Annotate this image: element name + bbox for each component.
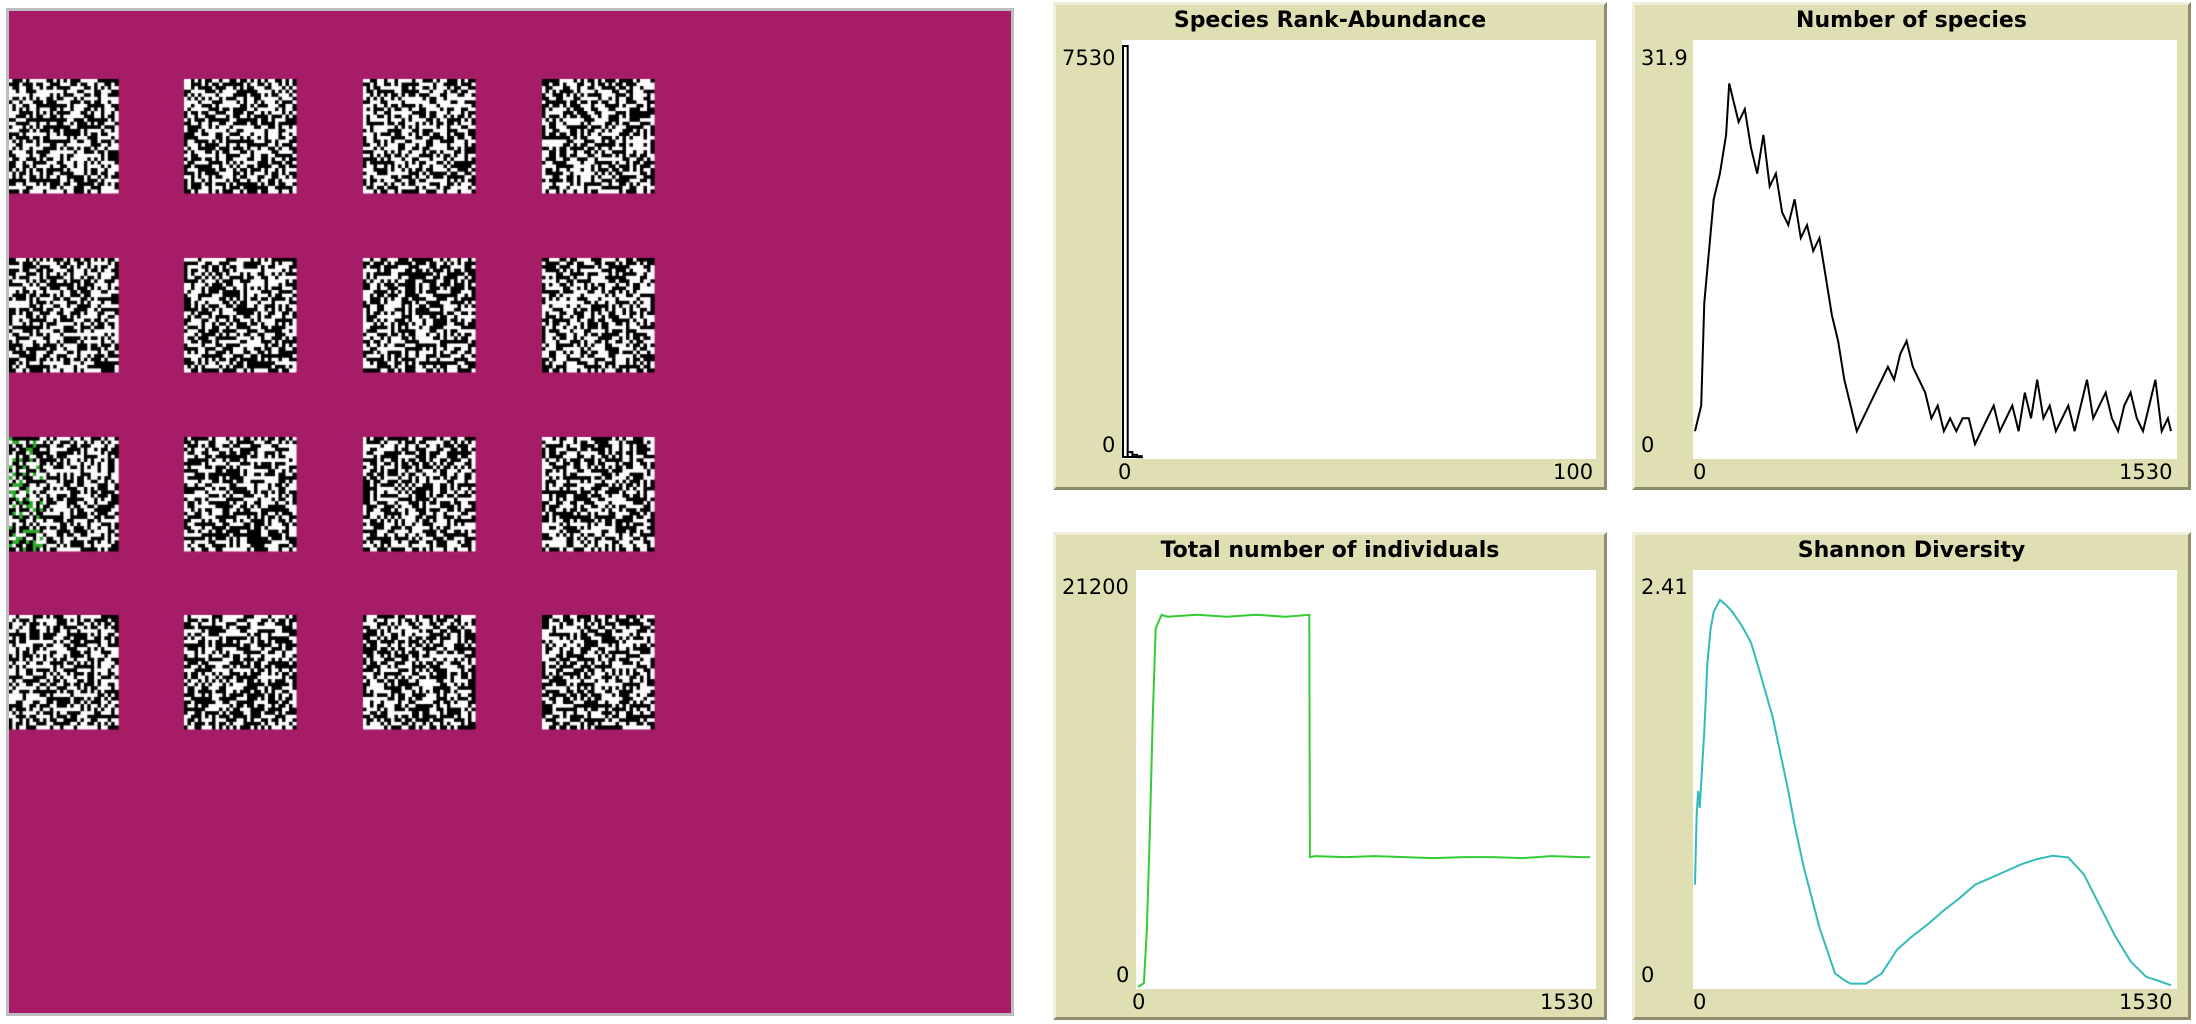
y-axis-min-label: 0 (1641, 963, 1655, 987)
y-axis-max-label: 7530 (1062, 46, 1116, 70)
plot-title: Shannon Diversity (1797, 538, 2026, 563)
plot-title: Species Rank-Abundance (1173, 8, 1487, 33)
species-count-line (1694, 83, 2172, 448)
x-axis-max-label: 100 (1553, 460, 1594, 484)
y-axis-max-label: 21200 (1062, 575, 1129, 599)
plot-area (1693, 570, 2177, 989)
plot-area (1136, 570, 1596, 989)
x-axis-max-label: 1530 (2119, 460, 2173, 484)
world-view[interactable] (6, 8, 1014, 1016)
plot-rank-abundance[interactable]: Species Rank-Abundance 7530 0 0 100 (1053, 2, 1607, 490)
y-axis-min-label: 0 (1102, 433, 1116, 457)
x-axis-max-label: 1530 (1540, 990, 1594, 1014)
x-axis-min-label: 0 (1118, 460, 1132, 484)
shannon-diversity-line (1694, 598, 2172, 987)
shannon-diversity-chart (1694, 598, 2172, 987)
total-individuals-line (1137, 613, 1590, 988)
plot-area (1122, 40, 1596, 459)
plot-shannon-diversity[interactable]: Shannon Diversity 2.41 0 0 1530 (1632, 532, 2191, 1020)
plot-total-individuals[interactable]: Total number of individuals 21200 0 0 15… (1053, 532, 1607, 1020)
total-individuals-chart (1137, 613, 1590, 988)
x-axis-min-label: 0 (1693, 990, 1707, 1014)
rank-abundance-chart (1122, 45, 1143, 459)
plot-number-of-species[interactable]: Number of species 31.9 0 0 1530 (1632, 2, 2191, 490)
plot-title: Number of species (1796, 8, 2027, 33)
rank-bar (1136, 455, 1143, 459)
x-axis-min-label: 0 (1693, 460, 1707, 484)
number-of-species-chart (1694, 83, 2172, 448)
x-axis-max-label: 1530 (2119, 990, 2173, 1014)
x-axis-min-label: 0 (1132, 990, 1146, 1014)
y-axis-min-label: 0 (1641, 433, 1655, 457)
plot-area (1693, 40, 2177, 459)
plot-title: Total number of individuals (1160, 538, 1500, 563)
y-axis-max-label: 31.9 (1641, 46, 1688, 70)
patch-grid-canvas (9, 11, 1011, 1013)
rank-bar (1122, 45, 1129, 458)
y-axis-min-label: 0 (1116, 963, 1130, 987)
y-axis-max-label: 2.41 (1641, 575, 1688, 599)
